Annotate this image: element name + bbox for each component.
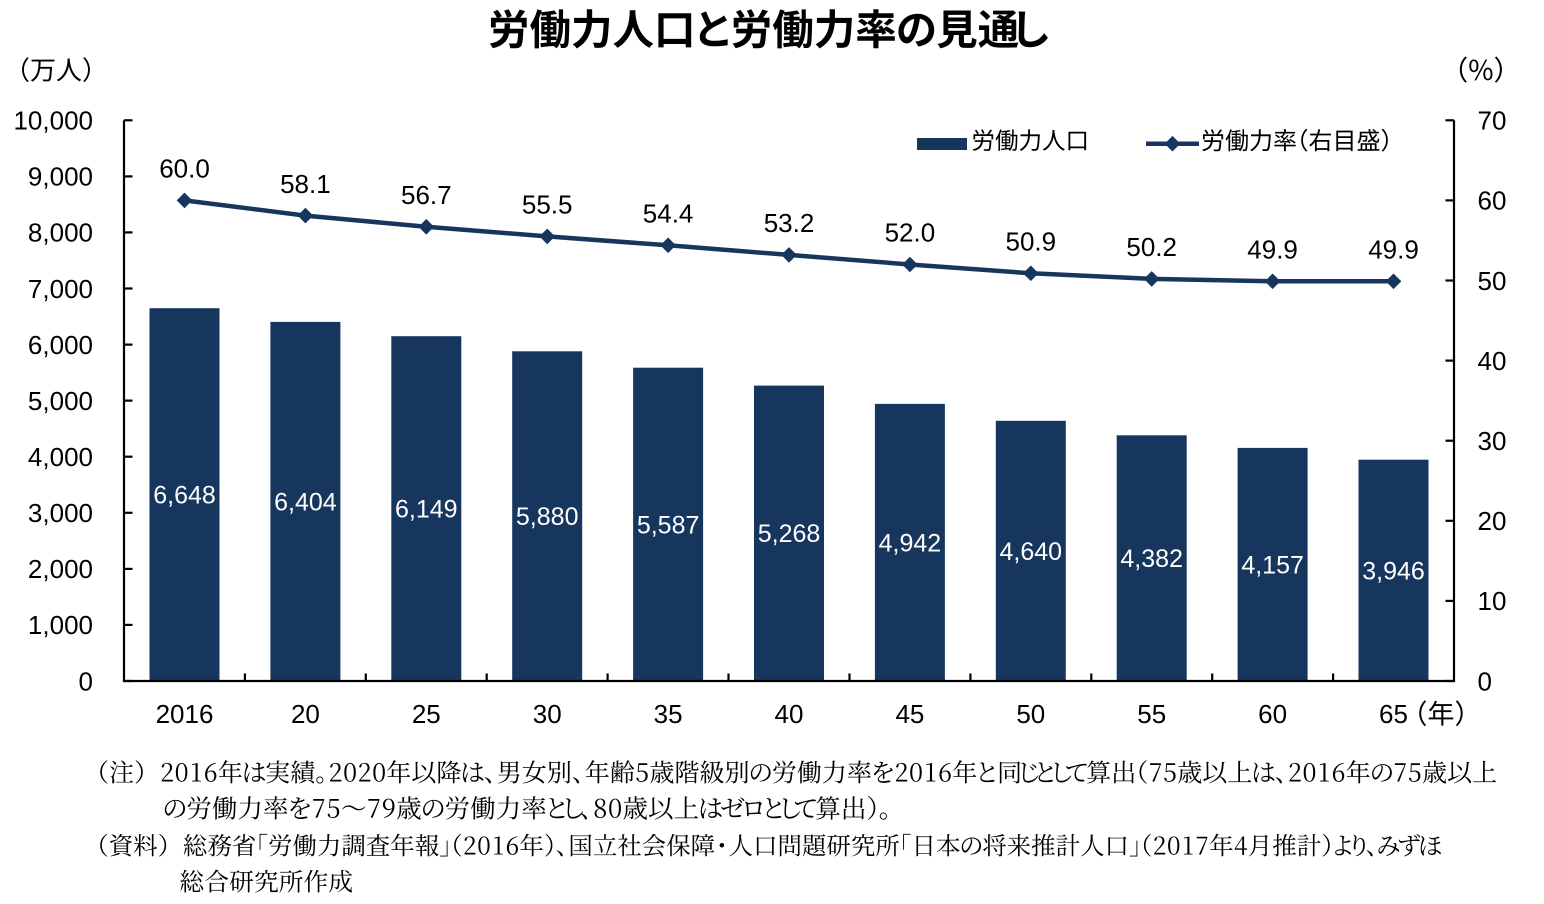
svg-text:5,000: 5,000 xyxy=(28,386,93,416)
svg-text:3,000: 3,000 xyxy=(28,498,93,528)
svg-text:40: 40 xyxy=(775,699,804,729)
svg-text:10: 10 xyxy=(1478,586,1507,616)
svg-text:60.0: 60.0 xyxy=(159,154,210,184)
svg-text:25: 25 xyxy=(412,699,441,729)
svg-text:54.4: 54.4 xyxy=(643,199,694,229)
svg-text:2,000: 2,000 xyxy=(28,554,93,584)
svg-text:6,648: 6,648 xyxy=(153,482,216,510)
svg-text:56.7: 56.7 xyxy=(401,180,452,210)
svg-text:55: 55 xyxy=(1137,699,1166,729)
svg-text:35: 35 xyxy=(654,699,683,729)
svg-text:1,000: 1,000 xyxy=(28,610,93,640)
svg-text:5,268: 5,268 xyxy=(758,520,821,548)
svg-text:60: 60 xyxy=(1478,186,1507,216)
svg-text:7,000: 7,000 xyxy=(28,274,93,304)
svg-text:45: 45 xyxy=(895,699,924,729)
svg-text:4,382: 4,382 xyxy=(1120,545,1183,573)
svg-text:4,157: 4,157 xyxy=(1241,551,1304,579)
svg-text:55.5: 55.5 xyxy=(522,190,573,220)
svg-text:6,404: 6,404 xyxy=(274,488,337,516)
svg-text:5,587: 5,587 xyxy=(637,511,700,539)
svg-text:52.0: 52.0 xyxy=(885,218,936,248)
svg-text:58.1: 58.1 xyxy=(280,169,331,199)
svg-text:0: 0 xyxy=(79,666,93,696)
svg-text:6,000: 6,000 xyxy=(28,330,93,360)
svg-text:49.9: 49.9 xyxy=(1368,235,1419,265)
svg-text:70: 70 xyxy=(1478,106,1507,136)
svg-text:50.2: 50.2 xyxy=(1126,232,1177,262)
svg-text:50: 50 xyxy=(1478,266,1507,296)
svg-text:10,000: 10,000 xyxy=(13,106,93,136)
svg-text:53.2: 53.2 xyxy=(764,208,815,238)
svg-text:0: 0 xyxy=(1478,666,1492,696)
svg-text:3,946: 3,946 xyxy=(1362,557,1425,585)
svg-text:4,000: 4,000 xyxy=(28,442,93,472)
svg-text:20: 20 xyxy=(1478,506,1507,536)
svg-text:30: 30 xyxy=(1478,426,1507,456)
svg-text:6,149: 6,149 xyxy=(395,496,458,524)
svg-text:30: 30 xyxy=(533,699,562,729)
svg-text:60: 60 xyxy=(1258,699,1287,729)
svg-text:5,880: 5,880 xyxy=(516,503,579,531)
svg-text:40: 40 xyxy=(1478,346,1507,376)
svg-text:8,000: 8,000 xyxy=(28,218,93,248)
svg-text:50.9: 50.9 xyxy=(1005,227,1056,257)
svg-text:50: 50 xyxy=(1016,699,1045,729)
svg-text:9,000: 9,000 xyxy=(28,162,93,192)
svg-text:20: 20 xyxy=(291,699,320,729)
svg-text:2016: 2016 xyxy=(156,699,214,729)
svg-text:4,942: 4,942 xyxy=(879,529,942,557)
svg-text:65: 65 xyxy=(1379,699,1408,729)
svg-text:49.9: 49.9 xyxy=(1247,235,1298,265)
svg-text:4,640: 4,640 xyxy=(1000,538,1063,566)
